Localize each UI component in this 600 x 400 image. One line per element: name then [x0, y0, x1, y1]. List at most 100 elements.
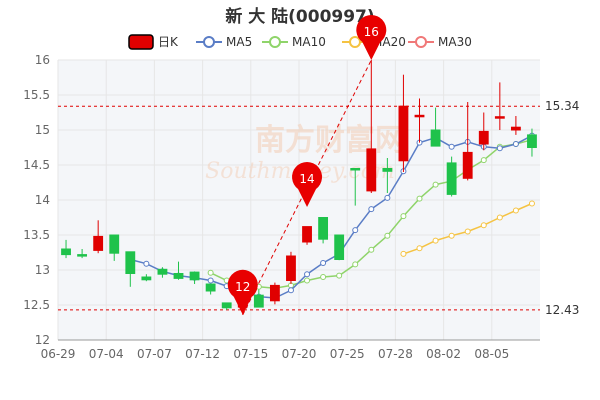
marker-pin [227, 269, 258, 315]
ma5-line-point [207, 277, 214, 284]
ma5-line-point [352, 227, 359, 234]
candle-body [93, 235, 104, 251]
candle-body [189, 271, 200, 281]
chart-legend: 日K MA5 MA10 MA20 MA30 [0, 32, 600, 52]
ma20-line-point [496, 214, 503, 221]
marker-label: 12 [235, 280, 250, 294]
ref-line-label: 12.43 [545, 303, 579, 317]
candle-body [350, 168, 361, 171]
candle-body [221, 302, 232, 309]
y-tick-label: 15.5 [23, 88, 50, 102]
x-tick-label: 07-04 [89, 347, 124, 361]
ma5-line-point [143, 260, 150, 267]
y-tick-label: 14.5 [23, 158, 50, 172]
candle-body [205, 283, 216, 292]
ma10-line-point [352, 261, 359, 268]
candle-body [286, 255, 296, 281]
ma10-line-point [304, 277, 311, 284]
ma10-line-point [480, 157, 487, 164]
marker-pin [292, 162, 323, 207]
marker-pin [356, 15, 387, 61]
y-tick-label: 13.5 [23, 228, 50, 242]
candle-body [414, 114, 425, 118]
ma5-line-point [368, 206, 375, 213]
x-tick-label: 08-05 [474, 347, 509, 361]
legend-label: MA10 [292, 35, 326, 49]
ma10-line-point [207, 269, 214, 276]
candle-body [494, 116, 505, 119]
candle-body [318, 217, 329, 240]
ma10-line-point [320, 274, 327, 280]
legend-item-ma30[interactable]: MA30 [408, 32, 488, 52]
ma10-line-point [368, 246, 375, 253]
x-tick-label: 07-20 [282, 347, 317, 361]
ref-line-label: 15.34 [545, 99, 579, 113]
x-tick-label: 07-28 [378, 347, 413, 361]
y-tick-label: 12 [35, 333, 50, 347]
line-legend-icon [408, 36, 434, 48]
candle-body [173, 273, 184, 279]
x-tick-label: 07-12 [185, 347, 220, 361]
ma20-line-point [448, 232, 455, 239]
y-tick-label: 12.5 [23, 298, 50, 312]
candle-body [253, 294, 264, 308]
candle-body [446, 162, 457, 195]
ma10-line-point [432, 181, 439, 188]
chart-title: 新 大 陆(000997) [225, 7, 375, 27]
ma20-line-point [480, 222, 487, 229]
ma20-line-point [464, 228, 471, 235]
x-tick-label: 06-29 [41, 347, 76, 361]
ma5-line-point [512, 141, 519, 147]
candle-body [334, 234, 345, 260]
ma20-line-point [512, 207, 519, 214]
ma10-line-point [336, 272, 343, 279]
ma5-line-point [287, 287, 294, 294]
legend-label: MA30 [438, 35, 472, 49]
ma10-line-point [400, 213, 407, 220]
ma5-line-point [320, 260, 327, 266]
ma10-line-point [384, 232, 391, 239]
marker-label: 14 [299, 172, 314, 186]
line-legend-icon [342, 36, 368, 48]
ma5-line-point [448, 143, 455, 150]
candle-body [382, 168, 393, 172]
candle-body [61, 248, 71, 256]
watermark-logo: 南方财富网 [255, 123, 405, 158]
legend-label: 日K [158, 35, 178, 49]
legend-item-日k[interactable]: 日K [128, 32, 208, 52]
candle-body [109, 234, 120, 254]
candle-body [141, 276, 152, 281]
candle-body [302, 226, 312, 243]
candle-legend-icon [128, 34, 154, 50]
line-legend-icon [196, 36, 222, 48]
marker-label: 16 [364, 25, 379, 39]
x-tick-label: 07-07 [137, 347, 172, 361]
y-tick-label: 15 [35, 123, 50, 137]
candle-body [510, 126, 521, 131]
line-legend-icon [262, 36, 288, 48]
legend-item-ma10[interactable]: MA10 [262, 32, 342, 52]
candle-body [398, 105, 409, 162]
candle-body [77, 254, 88, 257]
candle-body [269, 284, 280, 302]
legend-item-ma5[interactable]: MA5 [196, 32, 276, 52]
candle-body [125, 251, 136, 275]
candle-body [157, 268, 168, 275]
price-marker: 16 [356, 15, 387, 61]
x-tick-label: 08-02 [426, 347, 461, 361]
candle-body [462, 151, 473, 179]
candle-body [527, 134, 537, 148]
candle-body [478, 130, 489, 145]
price-marker: 14 [292, 162, 323, 207]
ma20-line-point [528, 200, 535, 207]
ma5-line-point [384, 194, 391, 201]
ma10-line-point [416, 195, 423, 202]
ma5-line-point [496, 145, 503, 152]
candle-body [366, 148, 377, 192]
legend-label: MA5 [226, 35, 253, 49]
price-marker: 12 [227, 269, 258, 315]
candle-body [430, 129, 441, 147]
ma20-line-point [400, 250, 407, 257]
